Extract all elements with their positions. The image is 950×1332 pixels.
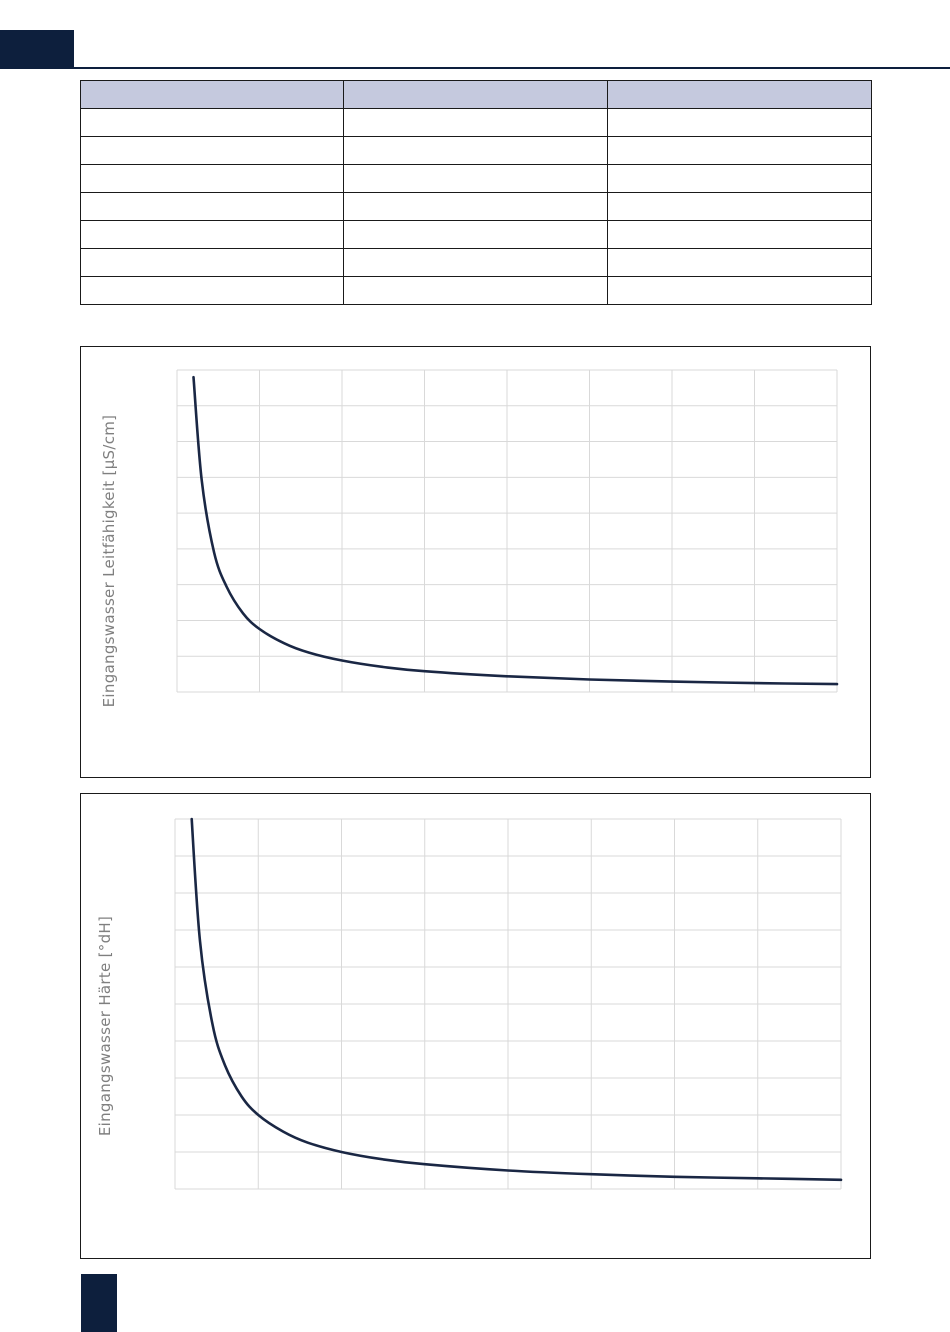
table-row <box>80 136 872 165</box>
chart-grid <box>174 818 842 1190</box>
table-cell <box>80 136 344 165</box>
hardness-chart: Eingangswasser Härte [°dH] <box>96 817 843 1190</box>
series-line <box>192 375 839 686</box>
table-row <box>80 276 872 305</box>
chart-grid <box>176 369 838 693</box>
table-cell <box>80 220 344 249</box>
table-cell <box>343 164 608 193</box>
hardness-chart-frame: Eingangswasser Härte [°dH] <box>80 793 871 1259</box>
table-cell <box>343 220 608 249</box>
table-header-cell <box>607 80 872 109</box>
header-accent-block <box>0 30 74 68</box>
table-cell <box>80 164 344 193</box>
footer-accent-block <box>81 1274 117 1332</box>
table-row <box>80 164 872 193</box>
table-cell <box>343 192 608 221</box>
table-cell <box>343 136 608 165</box>
table-cell <box>343 248 608 277</box>
conductivity-chart-frame: Eingangswasser Leitfähigkeit [µS/cm] <box>80 346 871 778</box>
table-cell <box>607 136 872 165</box>
y-axis-label: Eingangswasser Leitfähigkeit [µS/cm] <box>100 415 118 708</box>
table-row <box>80 108 872 137</box>
table-cell <box>80 276 344 305</box>
table-header-cell <box>80 80 344 109</box>
table-cell <box>343 276 608 305</box>
table-cell <box>607 220 872 249</box>
table-cell <box>607 192 872 221</box>
table-cell <box>607 164 872 193</box>
table-cell <box>80 108 344 137</box>
y-axis-label: Eingangswasser Härte [°dH] <box>96 916 114 1136</box>
table-cell <box>80 248 344 277</box>
table-row <box>80 192 872 221</box>
header-rule <box>0 67 950 69</box>
table-row <box>80 220 872 249</box>
series-line <box>190 817 843 1182</box>
table-header-row <box>80 80 872 109</box>
table-cell <box>607 248 872 277</box>
table-row <box>80 248 872 277</box>
spec-table <box>80 80 872 305</box>
table-cell <box>607 108 872 137</box>
table-cell <box>80 192 344 221</box>
table-cell <box>343 108 608 137</box>
table-cell <box>607 276 872 305</box>
conductivity-chart: Eingangswasser Leitfähigkeit [µS/cm] <box>100 369 839 708</box>
table-header-cell <box>343 80 608 109</box>
